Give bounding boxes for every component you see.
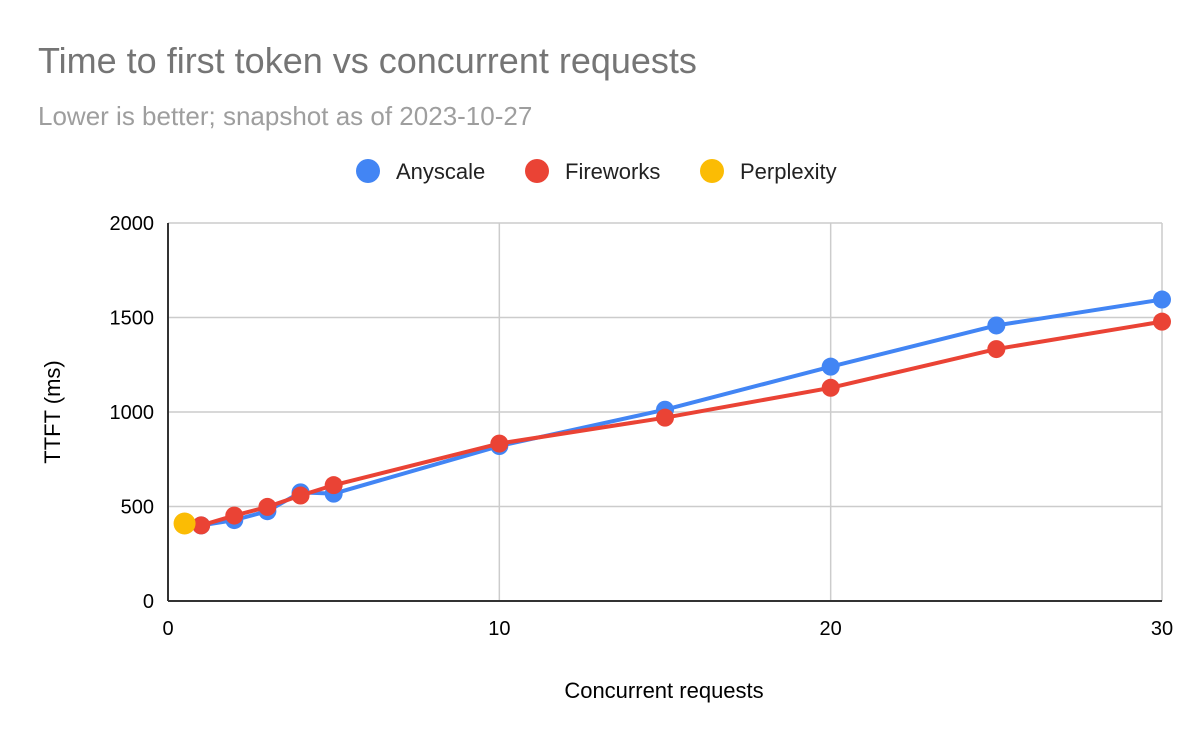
axes bbox=[167, 223, 1162, 602]
fireworks-point-0 bbox=[192, 516, 211, 535]
fireworks-point-1 bbox=[225, 506, 244, 525]
legend-label-fireworks: Fireworks bbox=[565, 159, 660, 184]
x-tick-20: 20 bbox=[820, 618, 842, 640]
series-group bbox=[173, 290, 1171, 535]
anyscale-point-8 bbox=[987, 316, 1006, 335]
fireworks-point-6 bbox=[656, 408, 674, 427]
legend-label-perplexity: Perplexity bbox=[740, 159, 837, 184]
chart-subtitle: Lower is better; snapshot as of 2023-10-… bbox=[38, 101, 533, 131]
x-tick-labels: 0 10 20 30 bbox=[162, 618, 1173, 640]
legend-item-perplexity: Perplexity bbox=[700, 159, 837, 184]
series-perplexity bbox=[173, 512, 196, 535]
fireworks-point-9 bbox=[1153, 312, 1171, 331]
fireworks-point-2 bbox=[258, 497, 277, 516]
fireworks-point-4 bbox=[324, 476, 343, 495]
x-tick-30: 30 bbox=[1151, 618, 1173, 640]
x-tick-0: 0 bbox=[162, 618, 173, 640]
chart-title: Time to first token vs concurrent reques… bbox=[38, 40, 697, 81]
legend-marker-perplexity bbox=[700, 159, 724, 183]
y-tick-500: 500 bbox=[121, 497, 154, 519]
fireworks-point-5 bbox=[490, 434, 509, 453]
y-axis-title: TTFT (ms) bbox=[40, 360, 65, 463]
y-tick-2000: 2000 bbox=[110, 213, 155, 235]
legend-marker-fireworks bbox=[525, 159, 549, 183]
legend-label-anyscale: Anyscale bbox=[396, 159, 485, 184]
y-tick-0: 0 bbox=[143, 591, 154, 613]
anyscale-point-7 bbox=[821, 357, 840, 376]
x-axis-title: Concurrent requests bbox=[564, 678, 763, 703]
fireworks-line bbox=[200, 319, 1163, 528]
legend: Anyscale Fireworks Perplexity bbox=[356, 159, 837, 184]
legend-item-fireworks: Fireworks bbox=[525, 159, 660, 184]
x-tick-10: 10 bbox=[488, 618, 510, 640]
fireworks-point-7 bbox=[821, 378, 840, 397]
perplexity-point-0 bbox=[173, 512, 196, 535]
anyscale-line bbox=[200, 297, 1163, 528]
fireworks-point-8 bbox=[987, 340, 1006, 359]
series-fireworks bbox=[192, 312, 1171, 535]
fireworks-point-3 bbox=[291, 486, 310, 505]
anyscale-point-9 bbox=[1153, 290, 1171, 309]
legend-item-anyscale: Anyscale bbox=[356, 159, 485, 184]
y-tick-labels: 0 500 1000 1500 2000 bbox=[110, 213, 155, 613]
legend-marker-anyscale bbox=[356, 159, 380, 183]
y-tick-1000: 1000 bbox=[110, 402, 155, 424]
y-tick-1500: 1500 bbox=[110, 308, 155, 330]
